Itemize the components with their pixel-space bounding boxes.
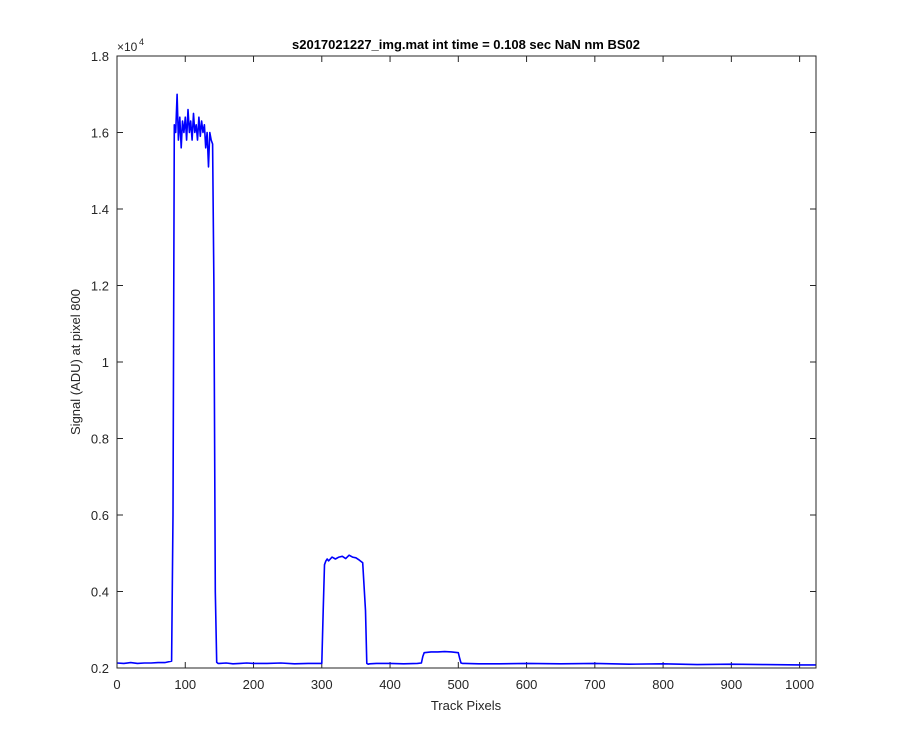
y-tick-label: 0.2 (91, 661, 109, 676)
ticks-layer: 0 100 200 300 400 500 600 700 800 900 1000 0.2 0.4 0.… (91, 49, 816, 692)
y-tick-label: 0.8 (91, 432, 109, 447)
x-tick-label: 200 (243, 677, 265, 692)
x-tick-label: 1000 (785, 677, 814, 692)
x-tick-label: 400 (379, 677, 401, 692)
y-tick-label: 1 (102, 355, 109, 370)
y-tick-label: 1.6 (91, 126, 109, 141)
y-tick-label: 1.2 (91, 279, 109, 294)
y-exponent-power: 4 (139, 37, 144, 47)
x-tick-label: 0 (113, 677, 120, 692)
series-layer (116, 93, 816, 666)
signal-series-line (116, 93, 816, 666)
x-tick-label: 800 (652, 677, 674, 692)
x-tick-label: 600 (516, 677, 538, 692)
x-axis-label: Track Pixels (431, 698, 502, 713)
axes-box (116, 55, 817, 669)
chart-title: s2017021227_img.mat int time = 0.108 sec… (292, 37, 640, 52)
y-tick-label: 1.4 (91, 202, 109, 217)
y-axis-label: Signal (ADU) at pixel 800 (68, 289, 83, 435)
plot-area (117, 56, 816, 668)
x-tick-label: 300 (311, 677, 333, 692)
y-tick-label: 0.6 (91, 508, 109, 523)
y-exponent-base: ×10 (117, 40, 138, 54)
x-tick-label: 700 (584, 677, 606, 692)
x-tick-label: 100 (174, 677, 196, 692)
x-tick-label: 900 (721, 677, 743, 692)
y-tick-label: 0.4 (91, 585, 109, 600)
x-tick-label: 500 (447, 677, 469, 692)
y-tick-label: 1.8 (91, 49, 109, 64)
